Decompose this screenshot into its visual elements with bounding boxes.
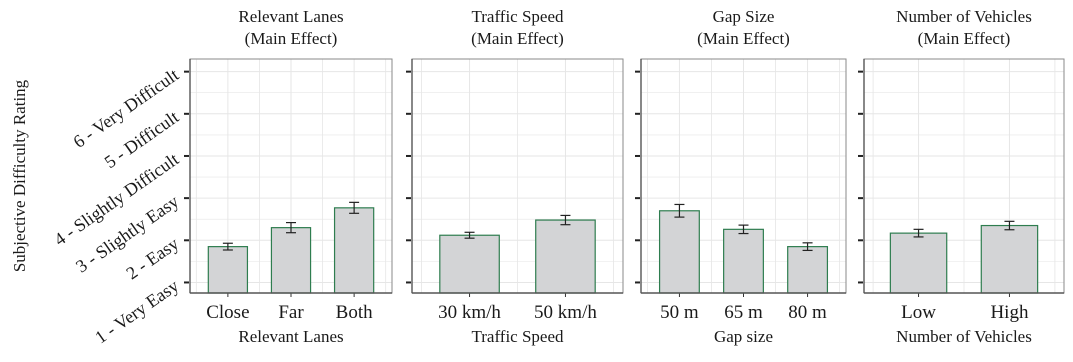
panel-subtitle: (Main Effect) (245, 29, 338, 48)
panel-subtitle: (Main Effect) (918, 29, 1011, 48)
bar-3 (787, 246, 829, 294)
x-tick-label: 50 m (660, 302, 699, 323)
x-axis-label: Traffic Speed (471, 327, 564, 346)
panel-title: Relevant Lanes (238, 7, 343, 26)
panel-subtitle: (Main Effect) (471, 29, 564, 48)
error-bar-1 (222, 242, 233, 251)
y-tick-label: 1 - Very Easy (91, 275, 182, 347)
x-tick-label: Both (336, 302, 373, 323)
bar-2 (980, 224, 1039, 294)
x-tick-label: 30 km/h (438, 302, 501, 323)
bar-1 (658, 210, 700, 294)
error-bar-1 (464, 231, 475, 239)
x-axis-label: Gap size (714, 327, 773, 346)
bar-2 (270, 227, 312, 294)
panel-1: Close Far Both Relevant Lanes (Main Effect) R… (184, 7, 393, 346)
bar-1 (439, 234, 500, 294)
error-bar-3 (802, 242, 813, 252)
x-tick-label: 80 m (788, 302, 827, 323)
panels: Close Far Both Relevant Lanes (Main Effect) R… (50, 7, 1065, 348)
error-bar-1 (913, 228, 924, 238)
x-axis-label: Number of Vehicles (896, 327, 1032, 346)
y-axis-label: Subjective Difficulty Rating (10, 79, 29, 272)
panel-title: Traffic Speed (471, 7, 564, 26)
error-bar-2 (286, 221, 296, 234)
panel-3: 50 m 65 m 80 m Gap Size (Main Effect) Gap siz… (635, 7, 847, 346)
error-bar-3 (349, 201, 360, 214)
panel-title: Number of Vehicles (896, 7, 1032, 26)
bar-2 (535, 219, 596, 294)
panel-title: Gap Size (713, 7, 775, 26)
x-tick-label: Low (901, 302, 936, 323)
x-tick-label: Close (206, 302, 249, 323)
x-tick-label: 65 m (724, 302, 763, 323)
error-bar-2 (738, 224, 749, 235)
error-bar-1 (674, 203, 685, 218)
panel-subtitle: (Main Effect) (697, 29, 790, 48)
x-tick-label: High (990, 302, 1029, 323)
bar-3 (333, 207, 375, 294)
x-axis-label: Relevant Lanes (238, 327, 343, 346)
bar-1 (207, 246, 249, 294)
error-bar-2 (1004, 220, 1015, 231)
x-tick-label: Far (278, 302, 304, 323)
panel-4: Low High Number of Vehicles (Main Effect) Nu… (858, 7, 1065, 346)
bar-1 (889, 232, 948, 294)
panel-2: 30 km/h 50 km/h Traffic Speed (Main Effect)… (406, 7, 624, 346)
x-tick-label: 50 km/h (534, 302, 597, 323)
bar-2 (723, 228, 764, 294)
error-bar-2 (560, 214, 571, 226)
